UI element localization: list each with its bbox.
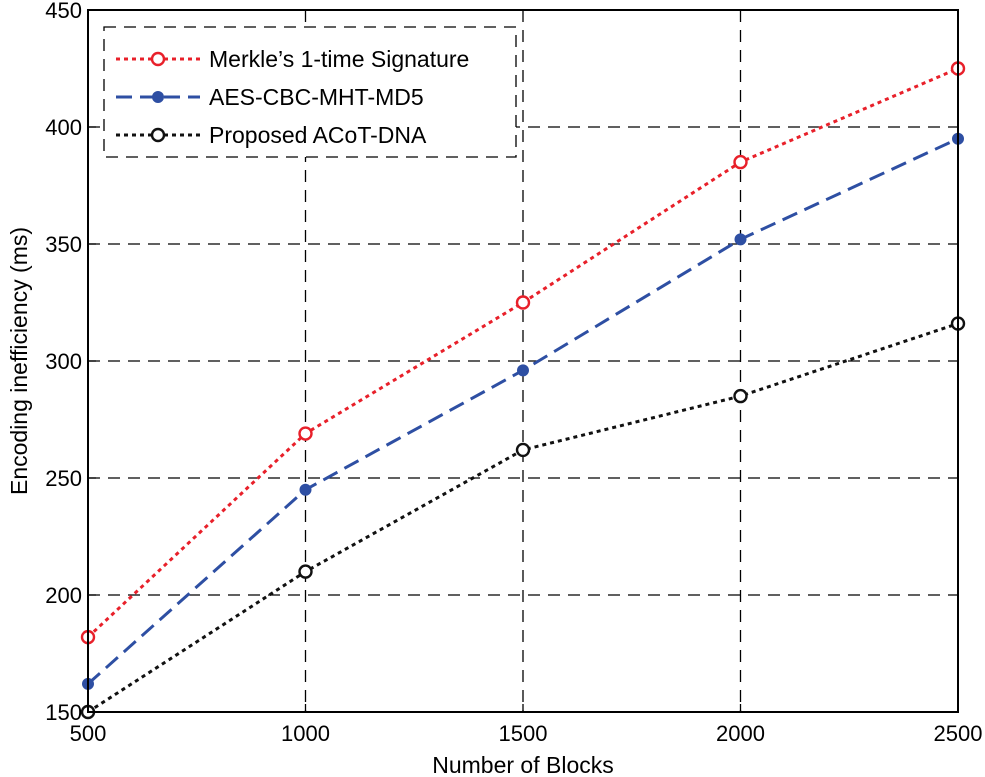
y-tick-label: 450 — [45, 0, 82, 23]
data-point — [733, 154, 748, 170]
series-line — [86, 67, 959, 639]
y-tick-label: 200 — [45, 583, 82, 608]
x-tick-label: 500 — [70, 721, 107, 746]
y-tick-label: 150 — [45, 700, 82, 725]
y-axis-label: Encoding inefficiency (ms) — [6, 227, 32, 495]
x-tick-label: 1500 — [499, 721, 548, 746]
y-tick-label: 350 — [45, 232, 82, 257]
data-point — [298, 426, 313, 441]
legend-item: AES-CBC-MHT-MD5 — [116, 84, 424, 110]
x-axis-label: Number of Blocks — [432, 752, 614, 777]
data-point — [733, 388, 748, 404]
x-tick-label: 2500 — [934, 721, 983, 746]
y-axis-ticks: 150 200 250 300 350 400 450 — [45, 0, 96, 725]
data-point — [515, 295, 531, 310]
grid-lines — [88, 10, 958, 712]
series-3 — [80, 316, 966, 720]
data-point — [299, 483, 312, 496]
x-axis-ticks: 500 1000 1500 2000 2500 — [70, 704, 983, 746]
legend-item: Proposed ACoT-DNA — [116, 122, 427, 148]
legend-item: Merkle’s 1-time Signature — [116, 46, 469, 72]
data-point — [150, 51, 166, 67]
x-tick-label: 2000 — [716, 721, 765, 746]
legend: Merkle’s 1-time Signature AES-CBC-MHT-MD5… — [103, 26, 517, 158]
series-layer — [80, 61, 966, 720]
data-point — [517, 364, 529, 377]
x-tick-label: 1000 — [281, 721, 330, 746]
series-1 — [80, 61, 966, 645]
data-point — [515, 442, 531, 458]
data-point — [734, 233, 747, 246]
data-point — [152, 91, 164, 103]
y-tick-label: 400 — [45, 115, 82, 140]
legend-label: Merkle’s 1-time Signature — [209, 46, 469, 72]
series-line — [87, 322, 959, 714]
data-point — [298, 564, 313, 579]
y-tick-label: 250 — [45, 466, 82, 491]
y-tick-label: 300 — [45, 349, 82, 374]
legend-label: AES-CBC-MHT-MD5 — [209, 84, 424, 110]
data-point — [150, 127, 166, 143]
legend-label: Proposed ACoT-DNA — [209, 122, 427, 148]
